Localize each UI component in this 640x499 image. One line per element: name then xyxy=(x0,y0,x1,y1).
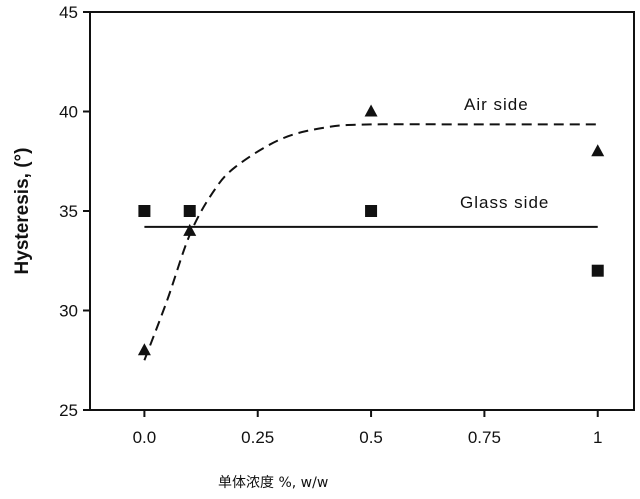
x-tick-label: 0.0 xyxy=(133,428,157,447)
square-marker xyxy=(138,205,151,217)
data-markers xyxy=(137,104,605,356)
triangle-marker xyxy=(591,144,605,157)
square-marker xyxy=(183,205,196,217)
y-tick-label: 35 xyxy=(59,202,78,221)
x-tick-label: 0.75 xyxy=(468,428,501,447)
x-tick-label: 1 xyxy=(593,428,602,447)
x-tick-label: 0.25 xyxy=(241,428,274,447)
y-tick-label: 45 xyxy=(59,3,78,22)
square-marker xyxy=(591,264,604,277)
y-tick-label: 40 xyxy=(59,103,78,122)
annotation-glass-side: Glass side xyxy=(460,193,549,212)
axis-ticks: 0.0 0.25 0.5 0.75 1 25 30 35 40 45 xyxy=(59,3,602,447)
y-tick-label: 30 xyxy=(59,302,78,321)
plot-frame xyxy=(89,11,635,411)
square-marker xyxy=(365,205,378,217)
x-axis-title: 单体浓度 %, w/w xyxy=(218,475,328,491)
annotation-air-side: Air side xyxy=(464,95,529,114)
x-tick-label: 0.5 xyxy=(359,428,383,447)
triangle-marker xyxy=(183,223,197,236)
y-tick-label: 25 xyxy=(59,401,78,420)
triangle-marker xyxy=(364,104,378,117)
fit-line xyxy=(143,123,598,361)
triangle-marker xyxy=(137,343,151,356)
fit-lines xyxy=(143,123,598,361)
y-axis-title: Hysteresis, (°) xyxy=(12,148,33,275)
